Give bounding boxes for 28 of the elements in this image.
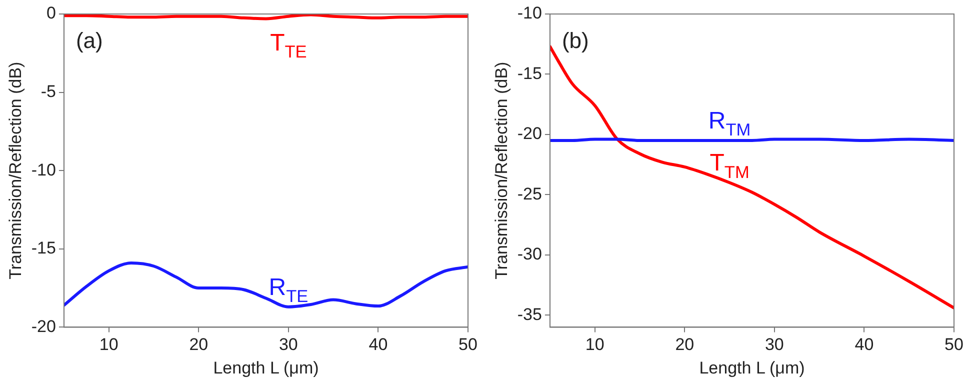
y-tick-label: -20 — [31, 316, 56, 336]
y-tick-label: -15 — [517, 64, 542, 83]
x-tick-label: 40 — [368, 335, 388, 354]
annotation: (a) — [76, 28, 103, 53]
x-tick-label: 10 — [99, 335, 118, 354]
x-tick-label: 50 — [944, 335, 964, 354]
x-tick-label: 20 — [189, 335, 208, 354]
x-axis-title: Length L (μm) — [699, 358, 805, 378]
x-tick-label: 50 — [458, 335, 478, 354]
x-tick-label: 20 — [675, 335, 694, 354]
y-tick-label: -10 — [31, 160, 56, 180]
x-tick-label: 40 — [854, 335, 874, 354]
x-axis-title: Length L (μm) — [213, 358, 319, 378]
y-axis-title: Transmission/Reflection (dB) — [6, 62, 25, 280]
y-tick-label: -15 — [31, 238, 56, 258]
x-tick-label: 10 — [585, 335, 604, 354]
y-tick-label: -25 — [517, 184, 542, 204]
y-axis-title: Transmission/Reflection (dB) — [492, 62, 511, 280]
line-series — [64, 261, 468, 308]
y-tick-label: -35 — [517, 304, 542, 324]
y-tick-label: 0 — [46, 4, 56, 23]
y-tick-label: -5 — [40, 82, 56, 101]
y-tick-label: -10 — [517, 4, 542, 23]
x-tick-label: 30 — [278, 335, 298, 354]
y-tick-label: -20 — [517, 124, 542, 144]
annotation: (b) — [562, 28, 589, 53]
x-tick-label: 30 — [764, 335, 784, 354]
y-tick-label: -30 — [517, 244, 542, 264]
